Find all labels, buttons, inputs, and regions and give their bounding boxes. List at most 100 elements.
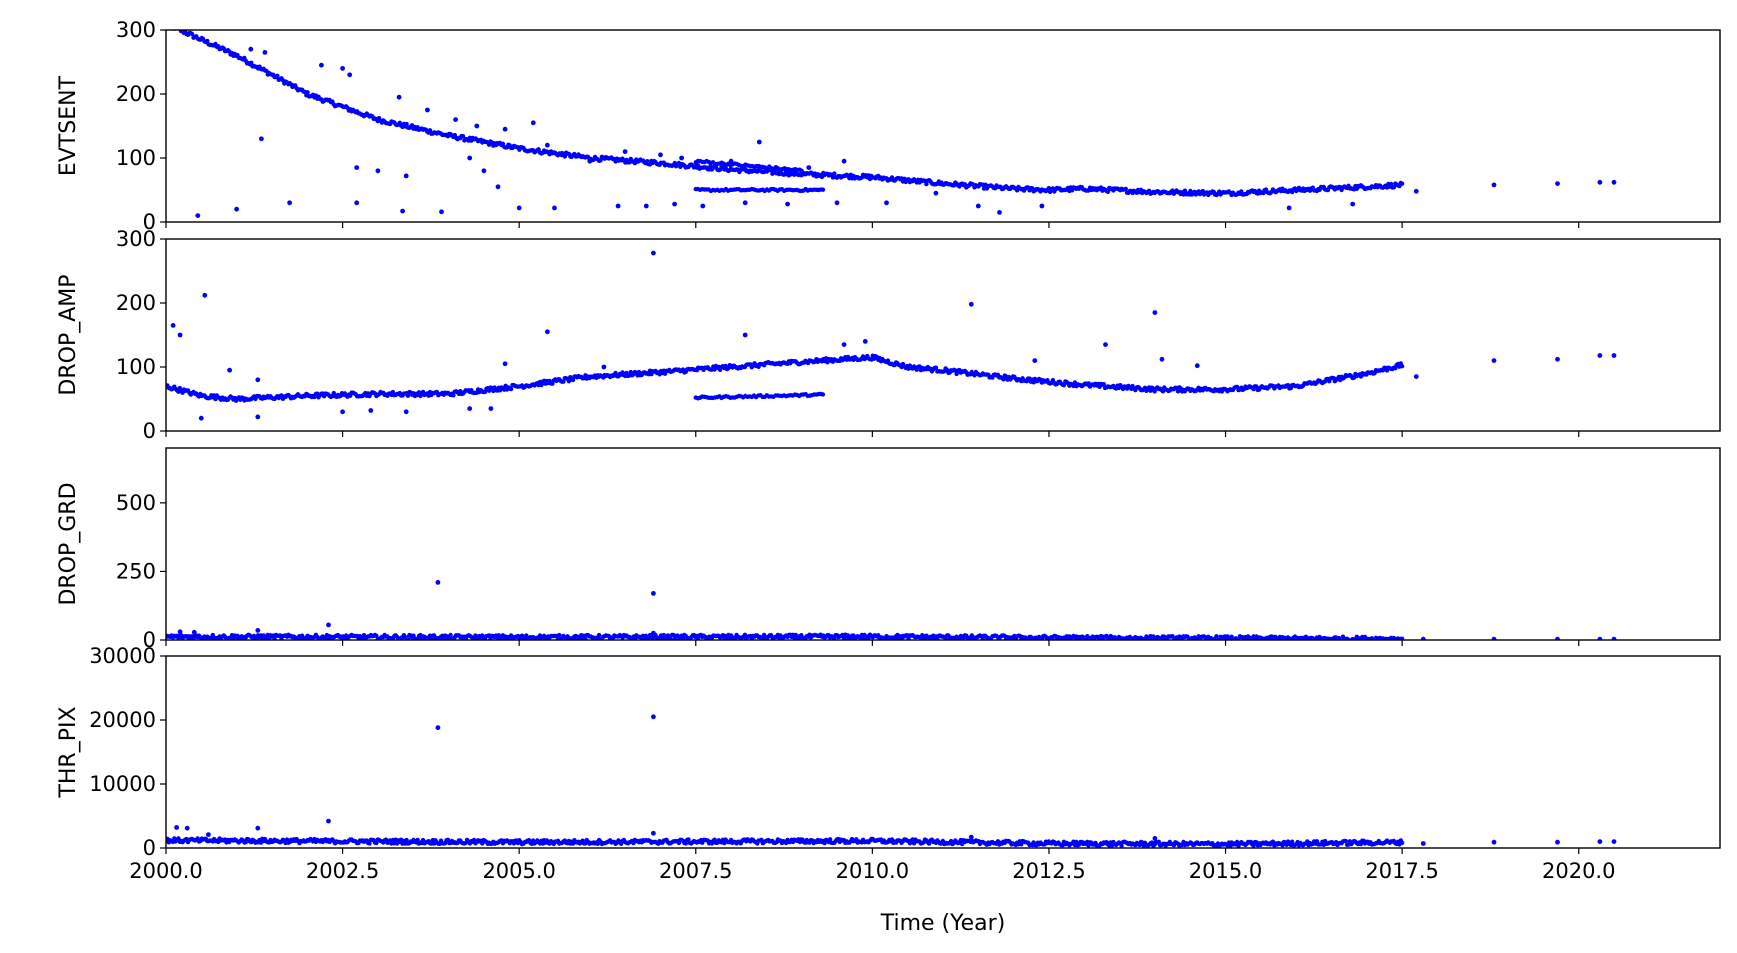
panels: 0 100 200 300 EVTSENT 0 100 200 300 DROP_AMP 0 250 5… (56, 18, 1721, 883)
scatter-point (1555, 839, 1560, 845)
trend-point (557, 632, 562, 638)
scatter-point (502, 361, 508, 367)
trend-point (1105, 189, 1111, 194)
y-tick-label: 300 (116, 227, 156, 251)
scatter-point (742, 200, 748, 206)
scatter-point (545, 329, 550, 335)
scatter-point (467, 155, 473, 161)
scatter-point (184, 825, 190, 831)
trend-point (583, 636, 588, 640)
scatter-point (997, 210, 1002, 215)
scatter-point (1491, 358, 1497, 363)
scatter-point (1611, 179, 1617, 185)
scatter-point (1159, 356, 1165, 362)
trend-point (165, 23, 169, 27)
trend-point (405, 636, 411, 640)
scatter-point (206, 832, 211, 837)
trend-point (1185, 634, 1190, 639)
scatter-point (1555, 356, 1560, 362)
scatter-point (195, 213, 201, 219)
trend-point (1399, 636, 1405, 640)
x-tick-label: 2010.0 (836, 859, 909, 883)
data-points (166, 250, 1617, 421)
trend-point (169, 23, 173, 27)
scatter-point (202, 292, 208, 298)
scatter-point (1194, 363, 1200, 369)
scatter-point (862, 339, 868, 344)
scatter-point (1413, 188, 1419, 194)
scatter-point (679, 155, 684, 161)
scatter-point (884, 200, 889, 206)
x-tick-label: 2020.0 (1542, 859, 1615, 883)
trend-point (1074, 839, 1079, 845)
scatter-point (651, 591, 656, 596)
trend-point (668, 636, 673, 640)
trend-point (561, 379, 566, 384)
trend-point (954, 371, 959, 377)
scatter-point (1597, 636, 1603, 640)
y-tick-label: 0 (143, 210, 156, 234)
scatter-point (841, 158, 847, 164)
trend-point (832, 636, 837, 640)
scatter-point (319, 62, 324, 68)
trend-point (374, 840, 379, 846)
scatter-point (651, 830, 656, 836)
scatter-point (658, 152, 663, 158)
scatter-point (1350, 201, 1356, 207)
scatter-point (1152, 310, 1158, 315)
scatter-point (453, 117, 458, 122)
scatter-point (177, 629, 183, 635)
y-axis-label: THR_PIX (56, 706, 81, 798)
x-tick-label: 2017.5 (1365, 859, 1438, 883)
scatter-point (255, 825, 261, 831)
scatter-point (975, 203, 981, 209)
x-tick-label: 2005.0 (482, 859, 555, 883)
trend-point (427, 128, 433, 133)
panel-frame (165, 29, 1721, 223)
trend-point (1388, 181, 1394, 187)
y-tick-label: 250 (116, 559, 156, 583)
y-axis-label: DROP_AMP (56, 274, 81, 395)
scatter-point (326, 622, 331, 628)
scatter-point (933, 190, 939, 196)
scatter-point (1420, 636, 1426, 640)
branch-point (820, 392, 826, 397)
x-tick-label: 2000.0 (129, 859, 202, 883)
scatter-point (1597, 179, 1603, 185)
trend-point (1123, 186, 1129, 192)
scatter-point (1611, 839, 1617, 844)
scatter-point (552, 205, 557, 211)
scatter-point (287, 200, 292, 206)
scatter-point (255, 414, 261, 420)
scatter-point (198, 415, 204, 421)
scatter-point (742, 332, 748, 338)
scatter-point (474, 123, 480, 129)
scatter-point (651, 714, 656, 720)
x-tick-label: 2012.5 (1012, 859, 1085, 883)
y-tick-label: 500 (116, 491, 156, 515)
trend-point (924, 181, 929, 187)
trend-point (415, 837, 420, 843)
trend-point (164, 21, 168, 25)
scatter-point (1103, 342, 1108, 347)
trend-point (1101, 382, 1107, 387)
trend-point (596, 632, 602, 638)
scatter-point (403, 409, 409, 415)
scatter-point (622, 149, 628, 155)
data-points (166, 580, 1617, 640)
scatter-point (1491, 839, 1497, 845)
scatter-point (700, 203, 706, 209)
scatter-point (968, 834, 974, 840)
scatter-point (1597, 839, 1603, 844)
scatter-point (502, 126, 508, 132)
panel-frame (165, 238, 1721, 432)
trend-point (550, 381, 555, 386)
branch-point (820, 187, 826, 192)
scatter-point (615, 203, 621, 209)
trend-point (249, 60, 254, 65)
panel-frame (165, 447, 1721, 641)
scatter-point (1039, 203, 1045, 209)
trend-point (168, 21, 172, 25)
scatter-point (1555, 636, 1560, 640)
